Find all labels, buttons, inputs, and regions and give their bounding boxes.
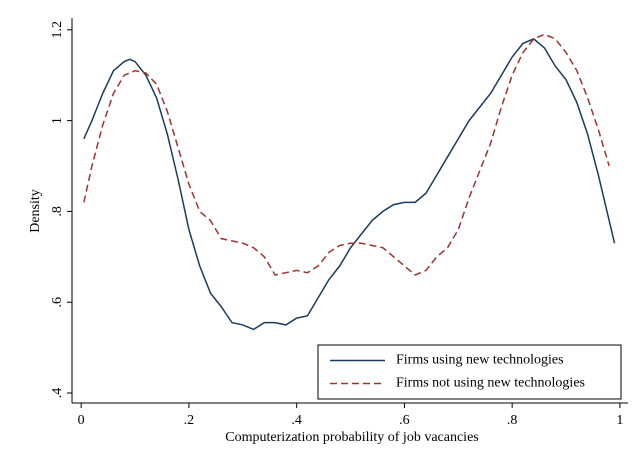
legend-label: Firms using new technologies <box>396 353 564 368</box>
x-tick-label: .2 <box>184 413 195 428</box>
x-tick-label: .6 <box>399 413 410 428</box>
x-tick-label: .8 <box>507 413 518 428</box>
y-tick-label: .4 <box>50 388 65 399</box>
y-tick-label: .8 <box>50 206 65 217</box>
legend-box <box>317 344 622 400</box>
y-axis-label: Density <box>28 189 43 233</box>
x-tick-label: 0 <box>78 413 85 428</box>
legend-label: Firms not using new technologies <box>396 376 585 391</box>
x-tick-label: 1 <box>616 413 623 428</box>
x-axis-label: Computerization probability of job vacan… <box>225 430 478 445</box>
y-tick-label: .6 <box>50 297 65 308</box>
y-tick-label: 1.2 <box>50 21 65 39</box>
series-line <box>83 38 616 331</box>
x-tick-label: .4 <box>291 413 302 428</box>
series-line <box>83 33 610 276</box>
y-tick-label: 1 <box>50 117 65 124</box>
